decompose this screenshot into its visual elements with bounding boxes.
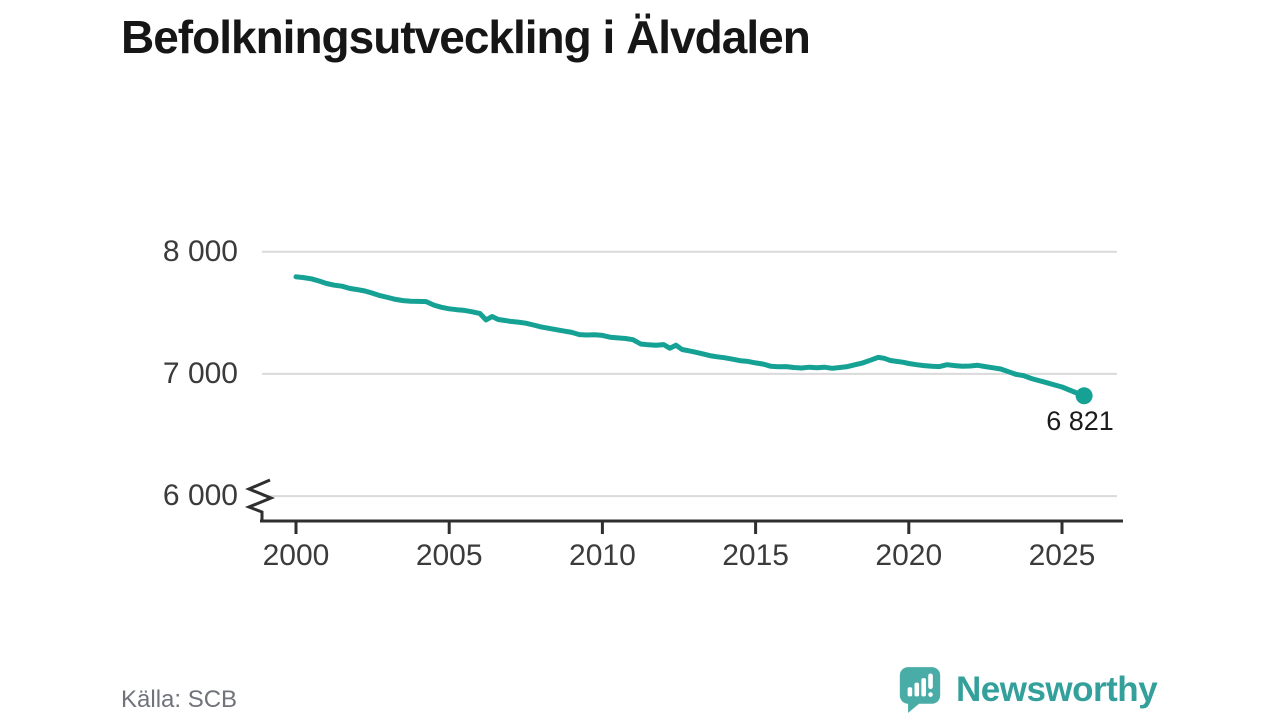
series-end-dot bbox=[1075, 387, 1093, 405]
x-axis-tick-label: 2025 bbox=[1028, 539, 1096, 572]
logo-bar-small bbox=[907, 687, 913, 697]
newsworthy-logo-text: Newsworthy bbox=[956, 670, 1158, 709]
x-axis-tick-label: 2015 bbox=[722, 539, 789, 572]
logo-exclamation-dot bbox=[928, 692, 933, 697]
logo-exclamation-bar bbox=[928, 673, 933, 690]
chart-title: Befolkningsutveckling i Älvdalen bbox=[121, 11, 811, 63]
y-axis-break-icon bbox=[244, 478, 275, 521]
end-value-label: 6 821 bbox=[1046, 405, 1114, 436]
population-line bbox=[293, 274, 1087, 399]
logo-bar-tall bbox=[921, 678, 926, 697]
y-axis-tick-label: 7 000 bbox=[162, 356, 238, 390]
x-axis-tick-label: 2000 bbox=[262, 539, 330, 572]
newsworthy-logo-icon bbox=[899, 667, 941, 713]
x-axis-ticks bbox=[294, 521, 1064, 534]
x-axis-tick-label: 2010 bbox=[569, 539, 636, 572]
y-axis-tick-label: 8 000 bbox=[162, 234, 238, 268]
source-note: Källa: SCB bbox=[121, 686, 238, 713]
logo-bar-medium bbox=[914, 682, 920, 697]
gridlines bbox=[262, 250, 1117, 498]
x-axis-tick-label: 2020 bbox=[875, 539, 943, 572]
x-axis-tick-label: 2005 bbox=[415, 539, 483, 572]
y-axis-tick-label: 6 000 bbox=[162, 479, 238, 513]
newsworthy-logo: Newsworthy bbox=[898, 665, 1158, 715]
